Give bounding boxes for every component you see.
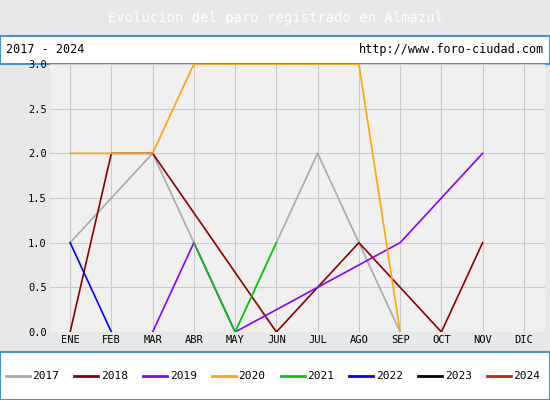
- Text: 2019: 2019: [170, 371, 197, 381]
- Text: Evolucion del paro registrado en Almazul: Evolucion del paro registrado en Almazul: [107, 11, 443, 25]
- Text: 2023: 2023: [445, 371, 472, 381]
- Text: 2017: 2017: [32, 371, 59, 381]
- Text: 2021: 2021: [307, 371, 334, 381]
- Text: 2017 - 2024: 2017 - 2024: [6, 44, 84, 56]
- Text: 2018: 2018: [101, 371, 128, 381]
- Text: 2020: 2020: [239, 371, 266, 381]
- Text: 2024: 2024: [514, 371, 541, 381]
- Text: http://www.foro-ciudad.com: http://www.foro-ciudad.com: [359, 44, 544, 56]
- Text: 2022: 2022: [376, 371, 403, 381]
